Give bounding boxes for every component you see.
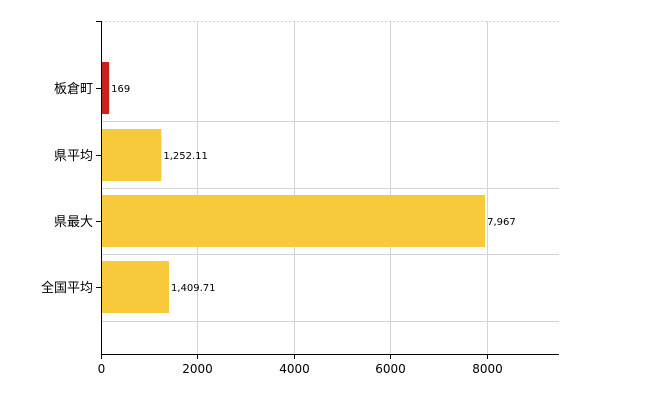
category-label: 県最大: [54, 215, 93, 230]
x-tick-label: 6000: [375, 362, 406, 376]
data-label: 7,967: [487, 217, 516, 228]
x-tick-label: 8000: [472, 362, 503, 376]
x-tick-label: 4000: [279, 362, 310, 376]
labels: 169 板倉町 1,252.11 県平均 7,967 県最大 1,409.71 全国平均 0 20…: [41, 82, 516, 376]
data-label: 1,252.11: [163, 151, 208, 162]
category-label: 県平均: [54, 149, 93, 164]
x-tick-label: 2000: [182, 362, 213, 376]
grid-lines: [101, 21, 559, 354]
category-label: 全国平均: [41, 280, 93, 296]
category-label: 板倉町: [54, 82, 93, 97]
bar: [101, 62, 110, 114]
data-label: 1,409.71: [171, 283, 216, 294]
bar: [101, 129, 162, 181]
x-tick-label: 0: [98, 362, 106, 376]
data-label: 169: [111, 84, 130, 95]
axes: [96, 21, 559, 359]
bars: [101, 62, 486, 313]
bar: [101, 261, 169, 313]
bar: [101, 195, 486, 247]
